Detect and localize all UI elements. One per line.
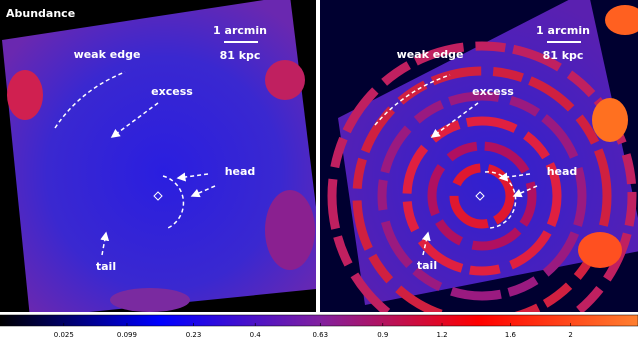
scale-angle: 1 arcmin: [213, 24, 267, 37]
scale-angle: 1 arcmin: [536, 24, 590, 37]
colorbar: [0, 314, 638, 327]
label: head: [225, 165, 256, 178]
label: tail: [417, 259, 437, 272]
scale-length: 81 kpc: [543, 49, 584, 62]
colorbar-tick-label: 0.23: [186, 331, 202, 339]
right-map: [320, 0, 638, 312]
label: weak edge: [74, 48, 141, 61]
colorbar-tick-label: 0.4: [250, 331, 262, 339]
colorbar-tick-label: 0.099: [117, 331, 137, 339]
left-map: [0, 0, 316, 312]
label: weak edge: [397, 48, 464, 61]
colorbar-tick-label: 2: [568, 331, 572, 339]
label: excess: [151, 85, 193, 98]
title: Abundance: [6, 7, 75, 20]
colorbar-tick-label: 1.2: [436, 331, 447, 339]
label: excess: [472, 85, 514, 98]
colorbar-tick-label: 0.9: [377, 331, 388, 339]
label: tail: [96, 260, 116, 273]
scale-length: 81 kpc: [220, 49, 261, 62]
label: head: [547, 165, 578, 178]
colorbar-tick-label: 0.025: [54, 331, 74, 339]
colorbar-tick-label: 1.6: [505, 331, 517, 339]
colorbar-tick-label: 0.63: [312, 331, 328, 339]
